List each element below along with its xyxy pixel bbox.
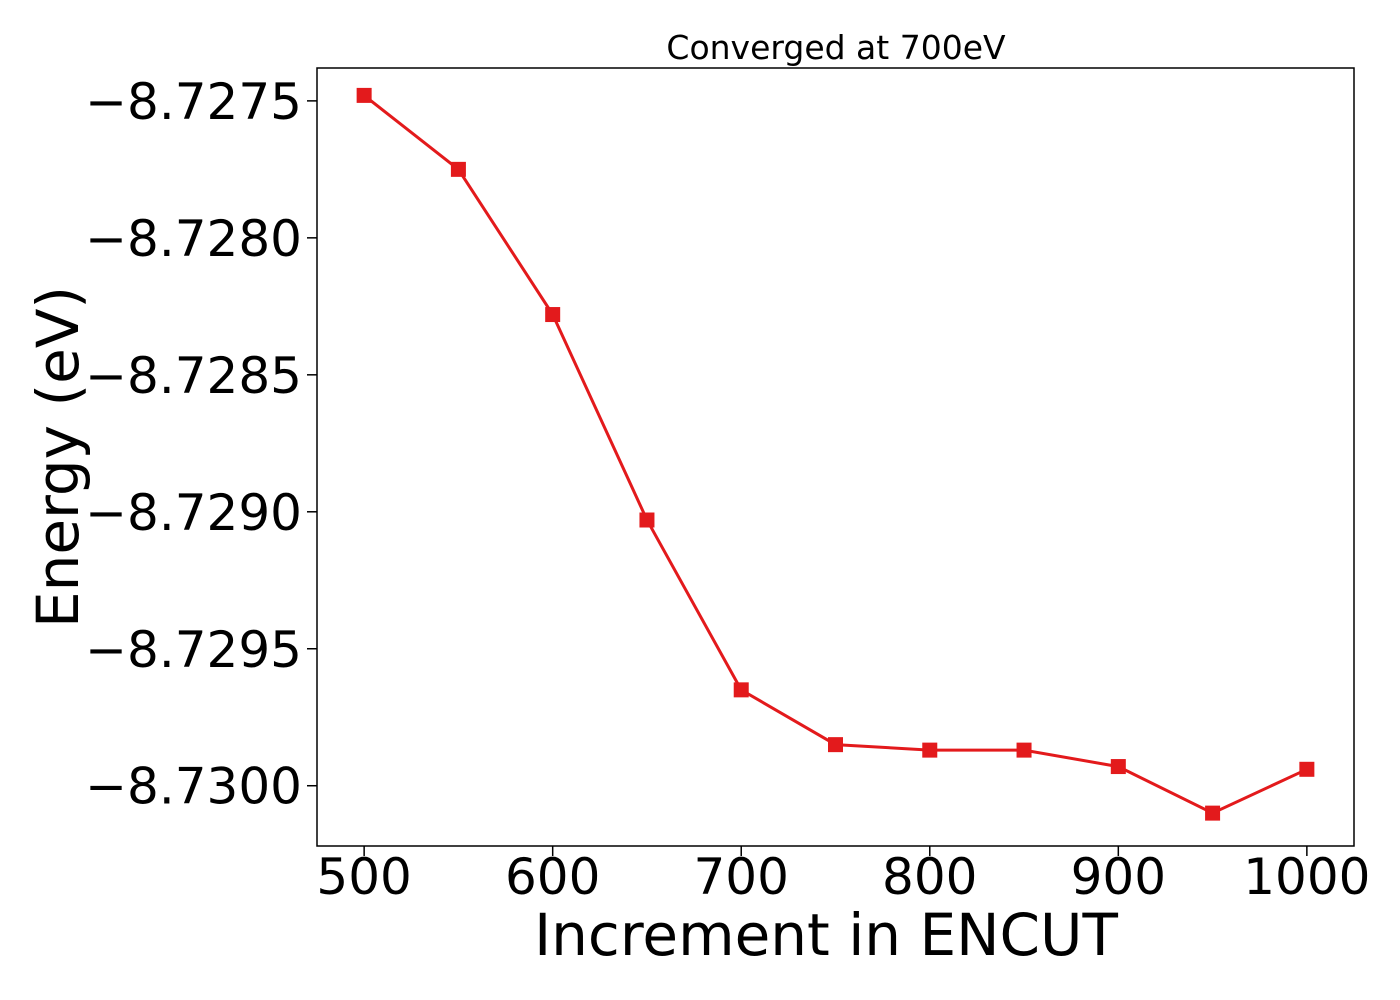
data-point — [450, 161, 466, 177]
y-axis: −8.7275 −8.7280 −8.7285 −8.7290 −8.7295 −8.73… — [85, 73, 317, 816]
data-point — [1016, 742, 1032, 758]
y-tick-label: −8.7295 — [85, 621, 302, 679]
data-point — [639, 512, 655, 528]
series-line — [363, 94, 1308, 815]
data-point — [1299, 761, 1315, 777]
data-point — [733, 682, 749, 698]
y-tick-label: −8.7290 — [85, 484, 302, 542]
plot-frame — [316, 67, 1355, 847]
data-point — [1110, 759, 1126, 775]
x-tick-label: 900 — [1071, 848, 1166, 906]
data-point — [828, 737, 843, 753]
x-tick-label: 600 — [505, 848, 600, 906]
x-tick-label: 1000 — [1243, 848, 1370, 906]
data-point — [545, 307, 561, 323]
y-tick-label: −8.7275 — [85, 73, 302, 131]
data-point — [356, 87, 372, 103]
x-tick-label: 700 — [694, 848, 789, 906]
y-tick-label: −8.7280 — [85, 210, 302, 268]
chart-title: Converged at 700eV — [666, 28, 1006, 67]
series-layer — [356, 87, 1315, 821]
x-tick-label: 500 — [316, 848, 411, 906]
y-tick-label: −8.7285 — [85, 347, 302, 405]
data-point — [922, 742, 938, 758]
y-tick-label: −8.7300 — [85, 758, 302, 816]
x-axis: 500 600 700 800 900 1000 — [316, 846, 1370, 906]
x-tick-label: 800 — [882, 848, 977, 906]
y-axis-label: Energy (eV) — [24, 286, 92, 628]
data-point — [1205, 805, 1221, 821]
x-axis-label: Increment in ENCUT — [534, 901, 1118, 969]
